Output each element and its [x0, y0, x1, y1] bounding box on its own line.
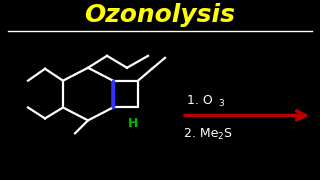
- Text: Ozonolysis: Ozonolysis: [84, 3, 236, 27]
- Text: 2: 2: [217, 132, 223, 141]
- Text: S: S: [223, 127, 231, 140]
- Text: 3: 3: [218, 99, 224, 108]
- Text: 1. O: 1. O: [187, 94, 213, 107]
- Text: H: H: [128, 117, 138, 130]
- Text: 2. Me: 2. Me: [184, 127, 218, 140]
